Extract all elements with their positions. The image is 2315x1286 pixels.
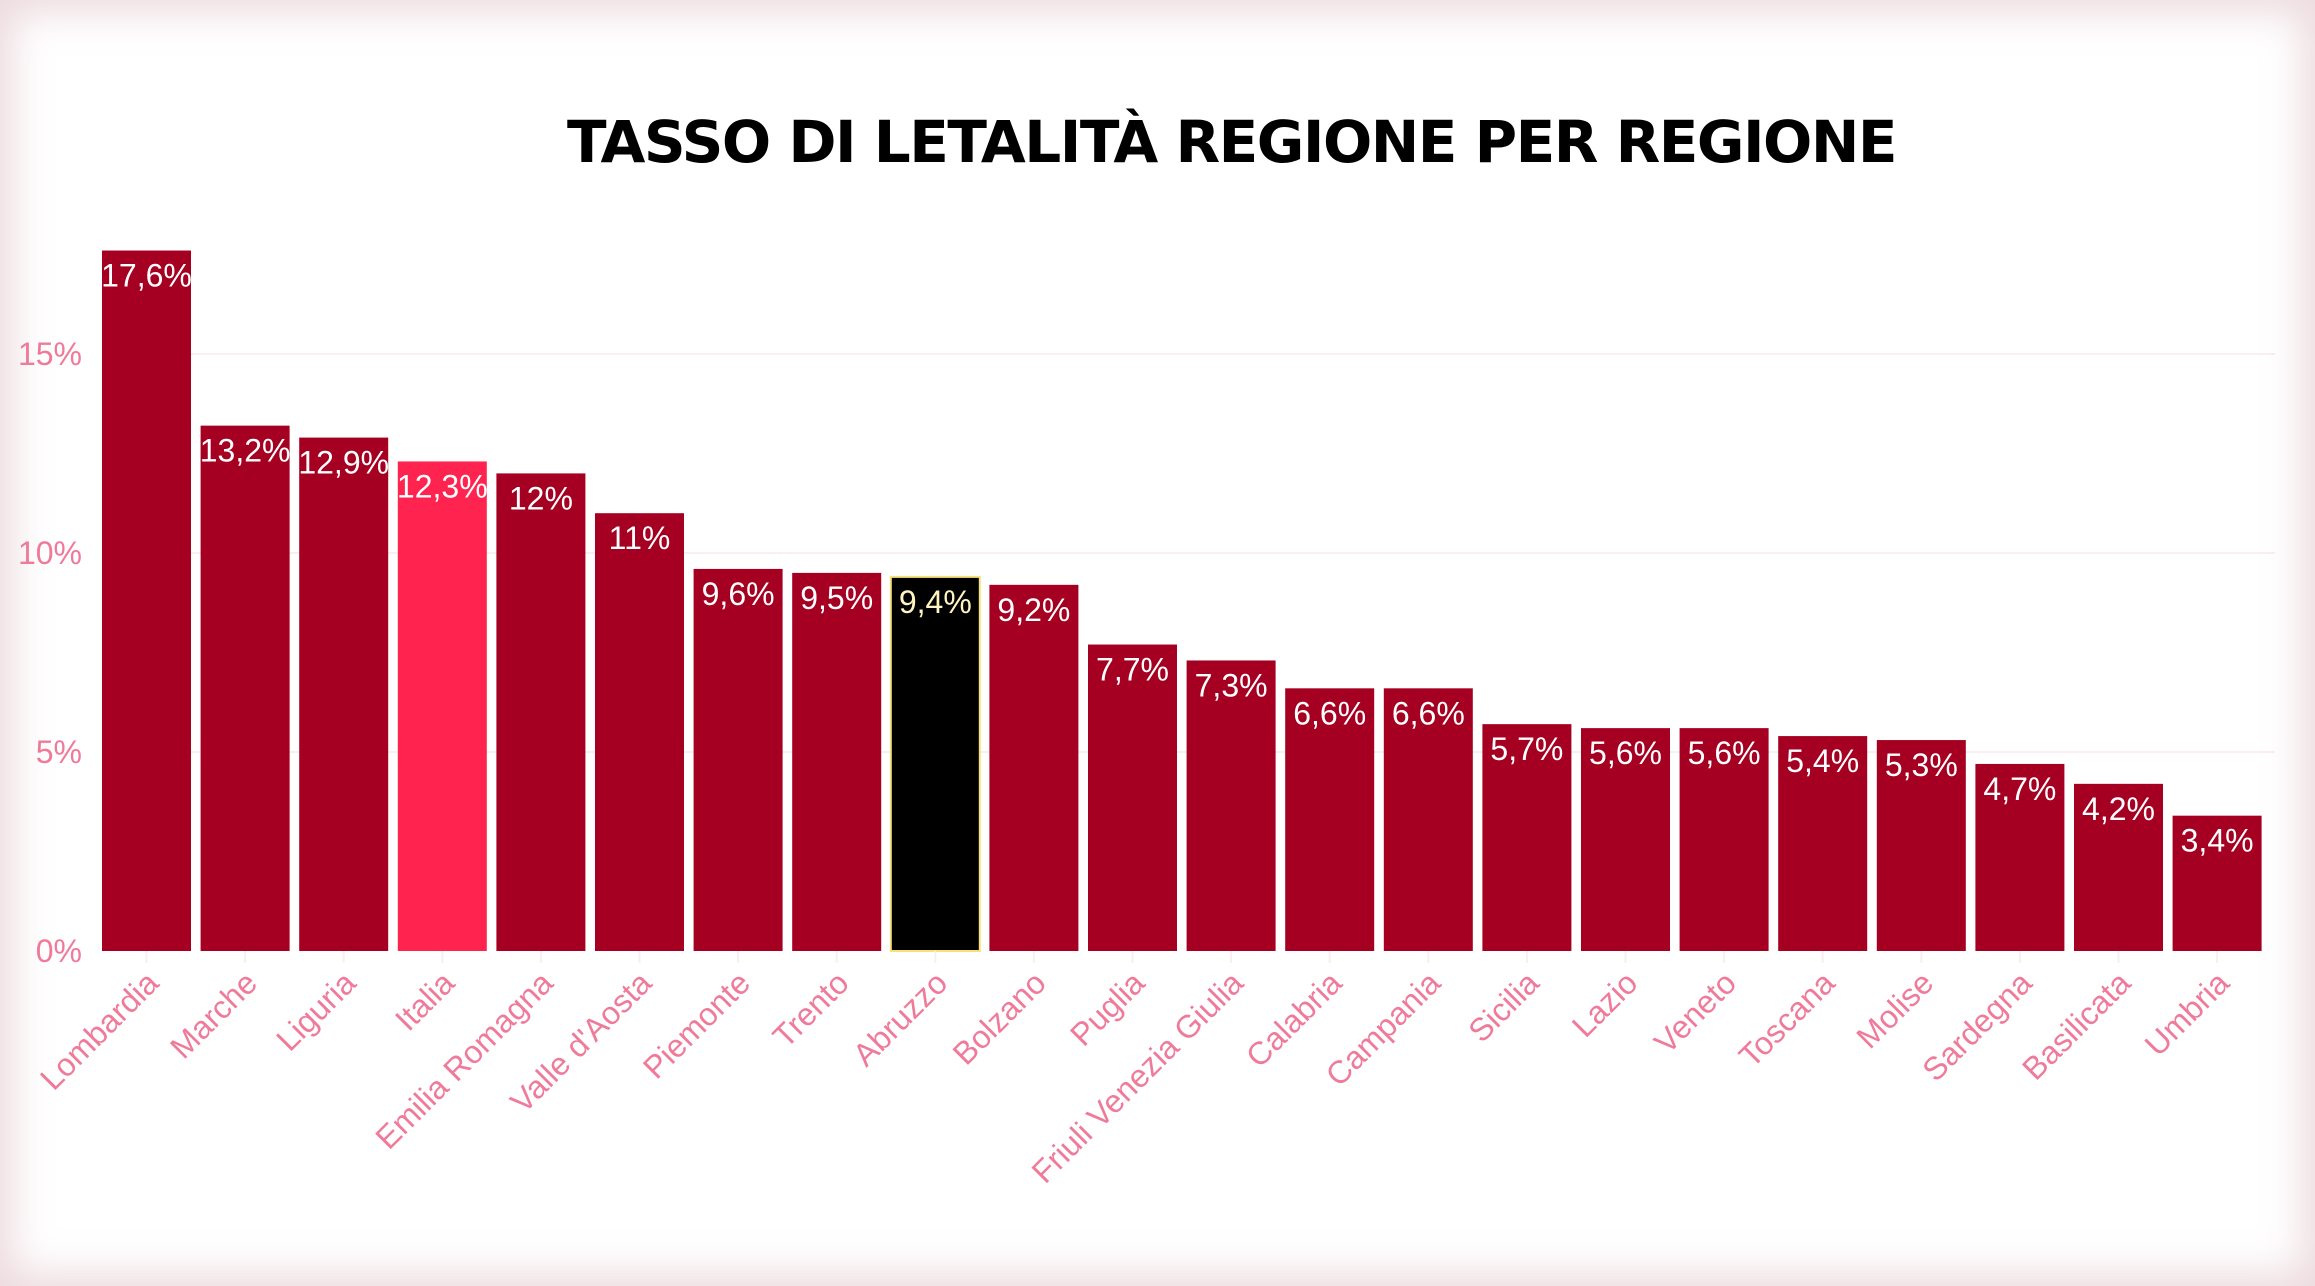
bar [792,572,882,951]
bar [693,568,783,951]
value-label: 12,9% [298,445,389,481]
value-label: 9,2% [997,592,1070,628]
value-label: 9,6% [702,576,775,612]
bar [1975,763,2065,951]
value-label: 12,3% [397,468,488,504]
x-tick-label: Bolzano [946,964,1053,1071]
value-label: 3,4% [2181,823,2254,859]
value-label: 6,6% [1392,695,1465,731]
value-label: 5,7% [1490,731,1563,767]
value-label: 13,2% [200,433,291,469]
bar [200,425,290,951]
bar [1088,644,1177,951]
value-label: 7,7% [1096,652,1169,688]
value-label: 7,3% [1195,667,1268,703]
x-tick-label: Basilicata [2015,964,2137,1086]
x-tick-label: Sardegna [1915,964,2039,1088]
x-tick-label: Abruzzo [846,964,954,1072]
bar [1186,660,1276,951]
x-tick-label: Marche [163,964,264,1065]
y-tick-label: 0% [36,933,82,969]
chart-title: TASSO DI LETALITÀ REGIONE PER REGIONE [566,108,1898,176]
value-label: 5,6% [1589,735,1662,771]
bar [595,513,684,951]
y-tick-label: 10% [18,535,82,571]
value-label: 9,4% [899,584,972,620]
bar [1876,740,1966,951]
bar [1581,728,1670,951]
y-tick-label: 15% [18,336,82,372]
x-tick-label: Molise [1849,964,1940,1055]
bar [889,575,981,952]
value-label: 17,6% [101,258,192,294]
x-tick-label: Lazio [1565,964,1645,1044]
x-tick-label: Umbria [2138,964,2237,1063]
x-tick-label: Sicilia [1461,964,1546,1049]
x-tick-label: Puglia [1063,964,1151,1052]
x-tick-label: Lombardia [33,964,166,1097]
bar [102,250,191,951]
bar [2172,815,2262,951]
value-label: 12% [509,480,573,516]
value-label: 11% [609,520,671,556]
x-tick-label: Trento [766,964,856,1054]
y-tick-label: 5% [36,734,82,770]
bar [2074,783,2163,951]
value-label: 4,7% [1983,771,2056,807]
x-tick-label: Toscana [1732,964,1842,1074]
bar [299,437,389,952]
bar [496,473,586,951]
x-tick-label: Italia [388,964,461,1037]
value-label: 5,3% [1885,747,1958,783]
bar [1285,688,1375,951]
bar [1778,736,1868,951]
x-tick-label: Piemonte [636,964,757,1085]
value-label: 6,6% [1293,695,1366,731]
value-label: 9,5% [800,580,873,616]
value-label: 4,2% [2082,791,2155,827]
value-label: 5,4% [1786,743,1859,779]
bar [989,584,1079,951]
bar [1383,688,1473,951]
x-tick-label: Emilia Romagna [368,964,560,1156]
x-tick-label: Veneto [1647,964,1743,1060]
bar [1679,728,1769,951]
x-tick-label: Liguria [269,964,363,1058]
bar [1482,724,1572,951]
bar [397,461,487,951]
value-label: 5,6% [1688,735,1761,771]
